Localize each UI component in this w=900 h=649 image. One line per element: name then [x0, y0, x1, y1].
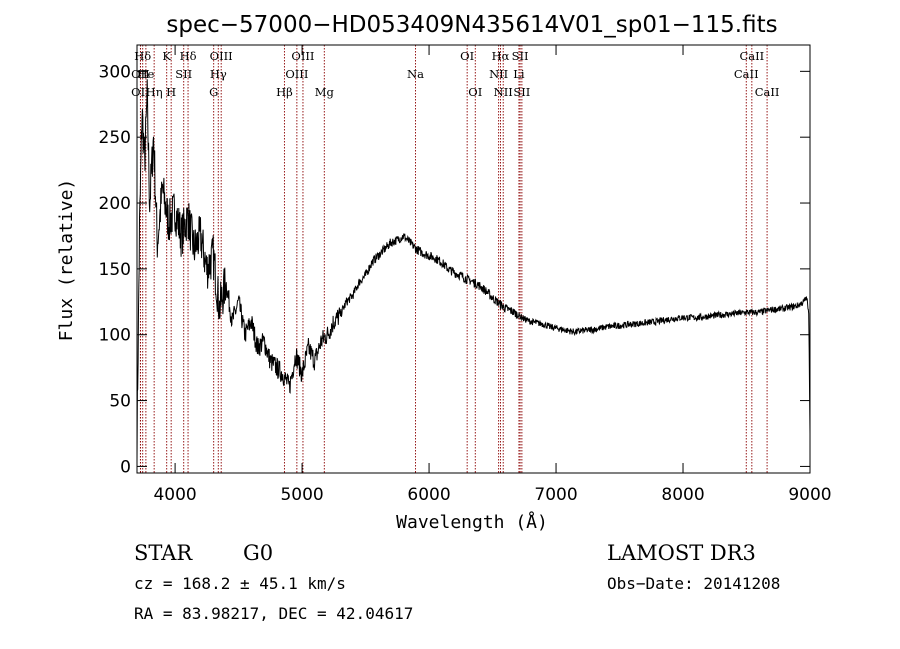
line-label-16: Na	[407, 67, 424, 81]
y-axis-ticks: 0 50 100 150 200 250 300	[99, 62, 810, 477]
x-tick-label-5: 9000	[788, 485, 831, 505]
y-tick-label-2: 100	[99, 326, 131, 346]
y-tick-label-0: 0	[120, 457, 131, 477]
x-tick-label-0: 4000	[153, 485, 196, 505]
line-label-0: Hδ	[134, 49, 151, 63]
line-label-3: OII	[131, 85, 150, 99]
line-label-8: Hδ	[180, 49, 197, 63]
x-tick-label-4: 8000	[661, 485, 704, 505]
line-label-23: NII	[494, 85, 513, 99]
line-label-2: He	[137, 67, 154, 81]
y-tick-label-3: 150	[99, 260, 131, 280]
line-label-5: K	[162, 49, 171, 63]
x-tick-label-3: 7000	[534, 485, 577, 505]
plot-frame	[136, 44, 811, 474]
chart-title: spec−57000−HD053409N435614V01_sp01−115.f…	[166, 12, 777, 38]
line-label-4: Hη	[146, 85, 163, 99]
line-label-10: Hγ	[210, 67, 227, 81]
x-tick-label-1: 5000	[280, 485, 323, 505]
coordinates: RA = 83.98217, DEC = 42.04617	[134, 604, 413, 623]
y-tick-label-4: 200	[99, 194, 131, 214]
x-tick-label-2: 6000	[407, 485, 450, 505]
y-tick-label-6: 300	[99, 62, 131, 82]
line-label-15: Mg	[315, 85, 335, 99]
line-label-18: OI	[468, 85, 482, 99]
line-label-27: CaII	[755, 85, 780, 99]
line-label-12: OIII	[291, 49, 314, 63]
y-axis-label: Flux (relative)	[56, 179, 77, 342]
x-axis-ticks: 4000 5000 6000 7000 8000 9000	[153, 45, 832, 505]
y-tick-label-1: 50	[109, 392, 131, 412]
spectral-line-markers	[139, 45, 768, 473]
line-label-7: H	[166, 85, 176, 99]
line-label-11: G	[209, 85, 218, 99]
object-subclass: G0	[243, 541, 273, 565]
line-label-21: NII	[489, 67, 508, 81]
line-label-1: OII	[131, 67, 150, 81]
survey-name: LAMOST DR3	[607, 541, 756, 565]
line-label-19: Hα	[492, 49, 510, 63]
line-label-6: SII	[175, 67, 192, 81]
line-label-26: CaII	[734, 67, 759, 81]
x-axis-label: Wavelength (Å)	[396, 511, 548, 533]
redshift-velocity: cz = 168.2 ± 45.1 km/s	[134, 574, 346, 593]
line-label-13: OIII	[285, 67, 308, 81]
line-label-22: Li	[513, 67, 525, 81]
line-label-20: SII	[512, 49, 529, 63]
line-label-17: OI	[460, 49, 474, 63]
line-label-24: SII	[513, 85, 530, 99]
line-label-25: CaII	[739, 49, 764, 63]
line-label-9: OIII	[210, 49, 233, 63]
line-label-14: Hβ	[276, 85, 293, 99]
y-tick-label-5: 250	[99, 128, 131, 148]
observation-date: Obs−Date: 20141208	[607, 574, 780, 593]
spectrum-line	[136, 79, 811, 463]
object-class: STAR	[134, 541, 193, 565]
